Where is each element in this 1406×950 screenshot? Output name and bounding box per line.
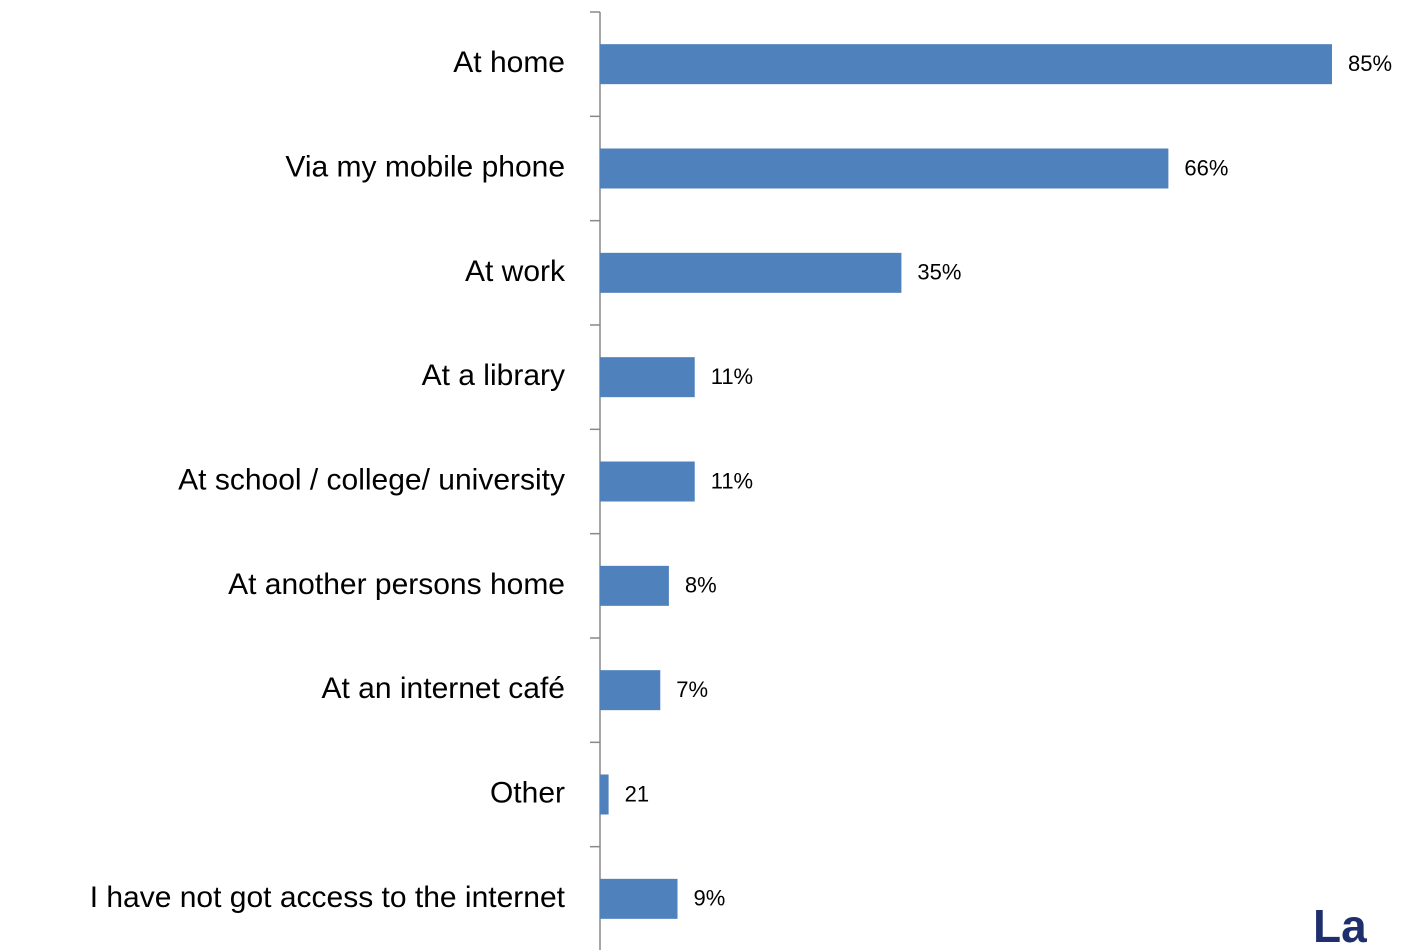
value-label: 9% (694, 886, 726, 911)
value-label: 35% (917, 260, 961, 285)
category-label: At another persons home (228, 568, 565, 601)
bar (600, 670, 661, 711)
bar (600, 44, 1332, 85)
value-label: 21 (625, 781, 649, 806)
category-label: Via my mobile phone (285, 150, 565, 183)
value-label: 11% (711, 364, 753, 389)
bar (600, 774, 609, 815)
value-label: 11% (711, 468, 753, 493)
value-label: 8% (685, 573, 717, 598)
category-label: At a library (422, 359, 565, 392)
bar (600, 565, 669, 606)
category-label: At work (465, 255, 566, 288)
value-label: 66% (1184, 155, 1228, 180)
category-label: I have not got access to the internet (90, 881, 566, 914)
category-label: At an internet café (322, 672, 566, 705)
bar (600, 357, 695, 398)
value-label: 7% (676, 677, 708, 702)
bar (600, 461, 695, 502)
bar (600, 878, 678, 919)
bar (600, 252, 902, 293)
category-label: At home (453, 46, 565, 79)
value-label: 85% (1348, 51, 1392, 76)
category-label: At school / college/ university (178, 463, 565, 496)
category-label: Other (490, 776, 565, 809)
logo: La (1313, 900, 1367, 950)
bar (600, 148, 1169, 189)
